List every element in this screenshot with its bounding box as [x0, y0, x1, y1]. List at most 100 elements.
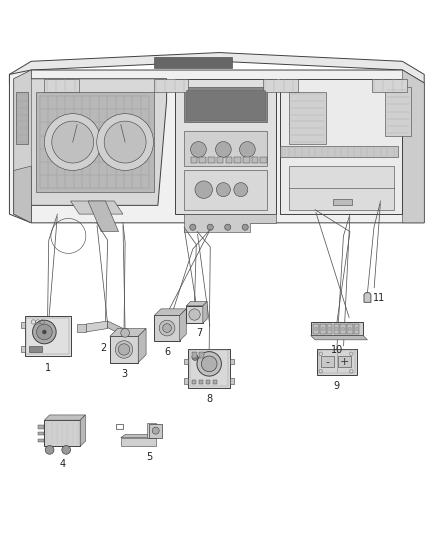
Polygon shape [154, 309, 186, 316]
Circle shape [234, 183, 248, 197]
Bar [230, 359, 234, 364]
Polygon shape [311, 335, 367, 340]
Bar [252, 157, 258, 163]
Circle shape [215, 142, 231, 157]
Bar [320, 324, 326, 334]
Bar [38, 439, 44, 442]
Bar [184, 171, 267, 210]
Polygon shape [121, 434, 160, 438]
Bar [38, 425, 44, 429]
Circle shape [216, 183, 230, 197]
Polygon shape [121, 438, 155, 446]
Polygon shape [14, 70, 31, 223]
Bar [289, 92, 326, 144]
Bar [38, 432, 44, 435]
Bar [263, 79, 297, 92]
Bar [372, 79, 407, 92]
Circle shape [321, 327, 325, 330]
Bar [280, 147, 398, 157]
Circle shape [191, 142, 206, 157]
Bar [338, 356, 351, 367]
Bar [21, 346, 25, 352]
Bar [243, 157, 250, 163]
Polygon shape [403, 70, 424, 223]
Polygon shape [364, 293, 371, 302]
Circle shape [197, 352, 221, 376]
Circle shape [32, 320, 56, 344]
Polygon shape [186, 302, 207, 306]
Bar [199, 380, 203, 384]
Bar [175, 79, 276, 214]
Circle shape [192, 354, 198, 360]
Circle shape [62, 446, 71, 454]
Bar [327, 324, 332, 334]
Bar [16, 92, 28, 144]
Circle shape [159, 320, 175, 336]
Polygon shape [138, 328, 146, 362]
Bar [208, 157, 215, 163]
Text: 1: 1 [45, 362, 51, 373]
Circle shape [152, 427, 159, 434]
Circle shape [44, 114, 101, 171]
Circle shape [335, 327, 338, 330]
Circle shape [201, 356, 217, 372]
Bar [188, 349, 230, 388]
Bar [385, 87, 411, 135]
Polygon shape [71, 201, 123, 214]
Bar [347, 324, 353, 334]
Circle shape [242, 224, 248, 230]
Text: 9: 9 [334, 381, 340, 391]
Polygon shape [180, 309, 186, 341]
Bar [184, 87, 267, 123]
Text: 3: 3 [121, 369, 127, 379]
Bar [21, 322, 25, 328]
Circle shape [162, 324, 171, 333]
Polygon shape [147, 423, 155, 438]
Bar [332, 199, 352, 205]
Bar [217, 157, 223, 163]
Bar [184, 378, 188, 384]
Text: 7: 7 [196, 328, 202, 338]
Circle shape [314, 327, 318, 330]
Circle shape [348, 327, 352, 330]
Bar [192, 380, 196, 384]
Circle shape [341, 327, 345, 330]
Bar [186, 90, 265, 120]
Text: -: - [325, 357, 329, 367]
Bar [153, 79, 188, 92]
Bar [184, 359, 188, 364]
Polygon shape [110, 328, 146, 336]
Text: 4: 4 [59, 458, 65, 469]
Bar [149, 424, 162, 438]
Polygon shape [10, 53, 424, 83]
Circle shape [42, 330, 46, 334]
Polygon shape [184, 214, 276, 231]
Bar [153, 57, 232, 68]
Text: 10: 10 [331, 345, 343, 355]
Bar [340, 324, 346, 334]
Circle shape [97, 114, 153, 171]
Circle shape [104, 121, 146, 163]
Bar [280, 79, 403, 214]
Circle shape [115, 341, 133, 358]
Polygon shape [14, 70, 31, 223]
Bar [333, 324, 339, 334]
Bar [26, 318, 69, 354]
Bar [190, 350, 228, 386]
Circle shape [121, 328, 130, 337]
Circle shape [355, 327, 358, 330]
Text: 5: 5 [146, 452, 152, 462]
Circle shape [45, 446, 54, 454]
Bar [191, 157, 197, 163]
Bar [213, 380, 217, 384]
Polygon shape [108, 321, 125, 336]
Bar [206, 380, 210, 384]
Bar [44, 79, 79, 92]
Circle shape [207, 224, 213, 230]
Bar [319, 350, 355, 373]
Polygon shape [10, 70, 424, 223]
Bar [199, 352, 204, 358]
Polygon shape [14, 166, 31, 223]
Bar [234, 157, 241, 163]
Polygon shape [44, 415, 85, 420]
